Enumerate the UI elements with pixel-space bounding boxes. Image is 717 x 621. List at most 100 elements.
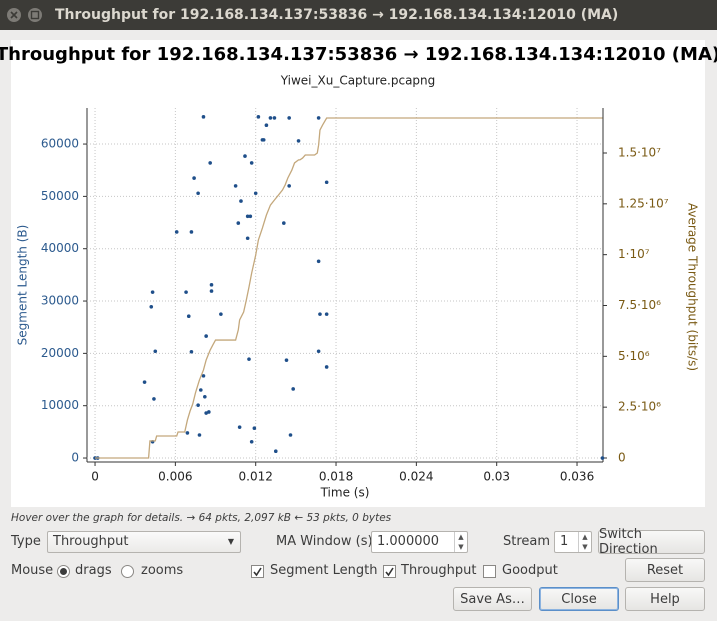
plot-panel[interactable] <box>11 40 705 507</box>
data-point <box>189 349 194 354</box>
data-point <box>282 221 286 225</box>
data-point <box>249 440 254 444</box>
data-point <box>236 221 241 225</box>
data-point <box>272 116 277 120</box>
x-tick-label: 0.006 <box>158 470 192 484</box>
data-point <box>273 449 278 454</box>
radio-drags[interactable] <box>57 565 70 578</box>
data-point <box>152 397 156 401</box>
close-icon <box>10 11 18 19</box>
data-point <box>204 334 208 338</box>
save-as-button[interactable]: Save As… <box>453 587 532 611</box>
data-point <box>252 426 257 430</box>
data-point <box>324 312 329 316</box>
y2-tick-label: 5·10⁶ <box>618 349 650 363</box>
close-button[interactable]: Close <box>539 587 619 611</box>
radio-zooms[interactable] <box>121 565 134 578</box>
data-point <box>196 403 200 407</box>
x-tick-label: 0.03 <box>483 470 510 484</box>
checkbox-label: Goodput <box>502 563 558 578</box>
stream-value: 1 <box>560 534 569 549</box>
data-point <box>287 184 291 188</box>
data-point <box>316 116 321 120</box>
data-point <box>153 349 158 354</box>
data-point <box>174 230 179 234</box>
data-point <box>253 191 258 196</box>
data-point <box>219 312 223 316</box>
checkbox-goodput[interactable] <box>483 565 496 578</box>
data-point <box>208 161 212 165</box>
data-point <box>296 139 301 143</box>
mouse-label: Mouse <box>11 563 54 578</box>
ma-window-value: 1.000000 <box>377 534 440 549</box>
data-point <box>284 358 289 362</box>
data-point <box>324 365 329 369</box>
type-label: Type <box>11 534 41 549</box>
data-point <box>239 199 243 203</box>
data-point <box>185 431 190 435</box>
maximize-icon <box>30 10 40 20</box>
y2-tick-label: 2.5·10⁶ <box>618 400 661 414</box>
x-tick-label: 0.036 <box>560 470 594 484</box>
data-point <box>196 191 200 196</box>
y2-tick-label: 7.5·10⁶ <box>618 298 661 312</box>
checkbox-label: Throughput <box>401 563 477 578</box>
radio-label: zooms <box>141 563 184 578</box>
y-tick-label: 20000 <box>41 346 79 360</box>
data-point <box>237 425 242 429</box>
radio-dot <box>60 568 67 575</box>
x-tick-label: 0.018 <box>319 470 353 484</box>
help-button[interactable]: Help <box>625 587 705 611</box>
data-point <box>199 388 203 392</box>
y2-tick-label: 0 <box>618 450 626 464</box>
data-point <box>209 289 214 293</box>
ma-window-label: MA Window (s) <box>276 534 373 549</box>
checkbox-segment-length[interactable] <box>251 565 264 578</box>
switch-direction-button[interactable]: Switch Direction <box>598 527 705 557</box>
y2-tick-label: 1·10⁷ <box>618 247 650 261</box>
data-point <box>324 180 329 185</box>
data-point <box>316 259 321 264</box>
type-combo[interactable]: Throughput ▼ <box>47 531 241 553</box>
data-point <box>264 123 269 128</box>
data-point <box>249 161 254 165</box>
data-point <box>245 236 250 241</box>
data-point <box>207 410 211 414</box>
data-point <box>233 184 238 188</box>
data-point <box>247 357 251 361</box>
data-point <box>201 115 206 119</box>
data-point <box>291 387 295 391</box>
stream-label: Stream <box>503 534 551 549</box>
y-tick-label: 30000 <box>41 294 79 308</box>
data-point <box>248 214 253 219</box>
data-point <box>150 290 155 294</box>
combo-arrow: ▼ <box>227 537 234 546</box>
data-point <box>287 116 291 120</box>
y2-axis-label: Average Throughput (bits/s) <box>686 203 700 371</box>
spin-buttons[interactable]: ▲ ▼ <box>578 532 591 552</box>
data-point <box>186 314 191 319</box>
stream-input[interactable]: 1 ▲ ▼ <box>554 531 592 553</box>
ma-window-input[interactable]: 1.000000 ▲ ▼ <box>371 531 468 553</box>
y-tick-label: 0 <box>71 451 79 465</box>
x-tick-label: 0.012 <box>239 470 273 484</box>
data-point <box>261 138 266 142</box>
throughput-line <box>95 117 603 459</box>
checkbox-throughput[interactable] <box>383 565 396 578</box>
window-title: Throughput for 192.168.134.137:53836 → 1… <box>55 7 618 23</box>
data-point <box>149 304 154 309</box>
chart-subtitle: Yiwei_Xu_Capture.pcapng <box>280 74 436 88</box>
data-point <box>268 116 273 120</box>
reset-button[interactable]: Reset <box>625 558 705 582</box>
y-tick-label: 50000 <box>41 189 79 203</box>
data-point <box>201 374 206 378</box>
spin-buttons[interactable]: ▲ ▼ <box>454 532 467 552</box>
y-tick-label: 10000 <box>41 398 79 412</box>
data-point <box>316 349 321 354</box>
data-point <box>203 394 207 399</box>
data-point <box>209 283 214 287</box>
maximize-window[interactable] <box>28 8 42 22</box>
check <box>253 567 262 577</box>
